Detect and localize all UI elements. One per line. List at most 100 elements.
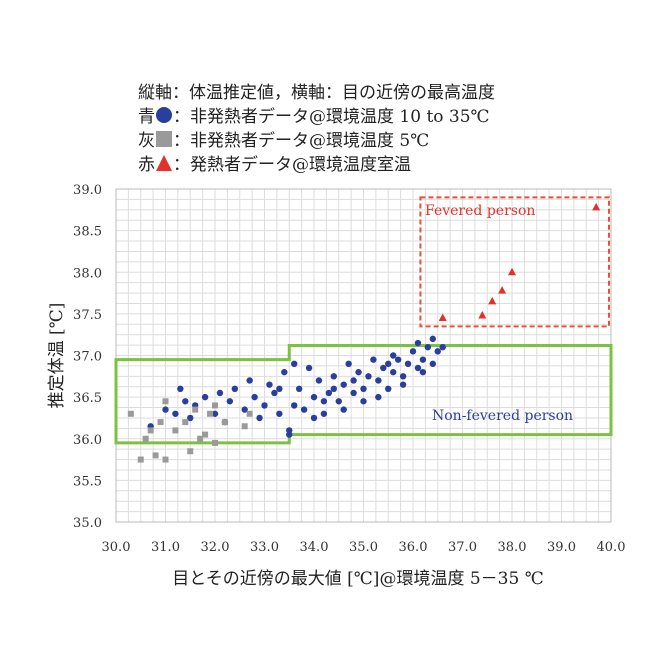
blue-data-point <box>385 360 392 368</box>
blue-data-point <box>172 410 179 417</box>
red-data-point <box>478 311 487 319</box>
blue-data-point <box>246 377 253 384</box>
legend-line-red: 赤 ：発熱者データ@環境温度室温 <box>138 150 411 175</box>
gray-data-point <box>157 419 164 426</box>
data-points <box>127 202 601 463</box>
blue-data-point <box>276 385 283 392</box>
gray-data-point <box>212 402 218 409</box>
blue-data-point <box>380 364 387 372</box>
gray-data-point <box>212 439 218 446</box>
blue-data-point <box>370 356 377 363</box>
blue-data-point <box>216 389 224 397</box>
fevered-person-label: Fevered person <box>425 203 535 219</box>
y-tick-labels: 35.0 35.5 36.0 36.5 37.0 37.5 38.0 38.5 39.0 <box>73 183 102 531</box>
blue-data-point <box>385 385 392 392</box>
blue-data-point <box>424 343 432 351</box>
blue-data-point <box>281 368 288 376</box>
blue-data-point <box>375 377 382 384</box>
gray-data-point <box>152 452 159 459</box>
blue-data-point <box>300 406 308 413</box>
y-tick-label: 38.0 <box>73 266 102 281</box>
blue-data-point <box>394 356 402 363</box>
gray-data-point <box>187 448 194 455</box>
blue-data-point <box>404 360 412 368</box>
blue-data-point <box>419 356 427 363</box>
blue-data-point <box>261 402 268 409</box>
blue-data-point <box>291 402 298 409</box>
blue-data-point <box>340 406 347 413</box>
y-tick-label: 37.5 <box>73 308 102 323</box>
blue-data-point <box>182 398 189 405</box>
y-tick-label: 39.0 <box>73 183 102 198</box>
blue-data-point <box>335 398 342 405</box>
blue-data-point <box>439 343 446 351</box>
blue-data-point <box>305 364 313 372</box>
gray-data-point <box>202 431 209 438</box>
blue-data-point <box>429 360 436 368</box>
x-axis-title: 目とその近傍の最大値 [℃]@環境温度 5－35 ℃ <box>172 569 543 589</box>
blue-data-point <box>256 414 263 422</box>
blue-data-point <box>251 393 258 401</box>
blue-data-point <box>226 398 234 405</box>
legend-blue-text: ：非発熱者データ@環境温度 10 to 35℃ <box>173 107 490 127</box>
x-tick-labels: 30.0 31.0 32.0 33.0 34.0 35.0 36.0 37.0 38.0 39.0… <box>102 540 626 555</box>
x-tick-label: 34.0 <box>300 540 329 555</box>
legend-red-prefix: 赤 <box>138 155 155 175</box>
gray-data-point <box>162 456 169 463</box>
blue-data-point <box>399 373 407 380</box>
x-tick-label: 37.0 <box>448 540 477 555</box>
gray-data-point <box>147 427 154 434</box>
non-fevered-person-label: Non-fevered person <box>432 408 573 424</box>
blue-data-point <box>345 360 352 368</box>
blue-data-point <box>360 385 367 392</box>
red-data-point <box>508 267 516 276</box>
blue-data-point <box>320 410 328 417</box>
gray-data-point <box>241 423 248 430</box>
blue-data-point <box>375 393 382 401</box>
blue-data-point <box>429 335 436 343</box>
blue-data-point <box>355 368 362 376</box>
blue-data-point <box>295 385 303 392</box>
x-tick-label: 36.0 <box>399 540 428 555</box>
blue-data-point <box>340 381 347 388</box>
x-tick-label: 30.0 <box>102 540 131 555</box>
legend-red-text: ：発熱者データ@環境温度室温 <box>173 155 411 175</box>
blue-data-point <box>390 368 397 376</box>
blue-data-point <box>310 414 318 422</box>
blue-circle-icon <box>156 107 172 123</box>
blue-data-point <box>266 381 273 388</box>
blue-data-point <box>187 414 194 422</box>
x-tick-label: 32.0 <box>201 540 230 555</box>
region-boxes <box>114 196 613 445</box>
x-tick-label: 35.0 <box>349 540 378 555</box>
y-tick-label: 37.0 <box>73 350 102 365</box>
legend-gray-prefix: 灰 <box>138 131 155 151</box>
blue-data-point <box>330 373 337 380</box>
y-tick-label: 35.5 <box>73 474 102 489</box>
x-tick-label: 31.0 <box>151 540 180 555</box>
legend-line-axes: 縦軸：体温推定値，横軸：目の近傍の最高温度 <box>138 78 495 103</box>
blue-data-point <box>414 339 422 347</box>
legend-gray-text: ：非発熱者データ@環境温度 5℃ <box>173 131 430 151</box>
blue-data-point <box>360 398 367 405</box>
blue-data-point <box>211 410 219 417</box>
blue-data-point <box>231 385 238 392</box>
x-tick-label: 38.0 <box>498 540 527 555</box>
blue-data-point <box>350 377 357 384</box>
blue-data-point <box>201 393 209 401</box>
y-tick-label: 36.5 <box>73 391 102 406</box>
x-tick-label: 33.0 <box>250 540 279 555</box>
fevered-region-box <box>419 196 610 328</box>
blue-data-point <box>315 377 323 384</box>
gray-data-point <box>246 410 253 417</box>
legend-axes-text: 縦軸：体温推定値，横軸：目の近傍の最高温度 <box>138 83 495 103</box>
blue-data-point <box>320 398 328 405</box>
x-tick-label: 40.0 <box>597 540 626 555</box>
legend-line-gray: 灰 ：非発熱者データ@環境温度 5℃ <box>138 126 429 151</box>
gray-data-point <box>162 398 169 405</box>
gray-data-point <box>182 419 189 426</box>
blue-data-point <box>325 389 333 397</box>
gray-data-point <box>192 406 199 413</box>
gray-data-point <box>172 427 179 434</box>
